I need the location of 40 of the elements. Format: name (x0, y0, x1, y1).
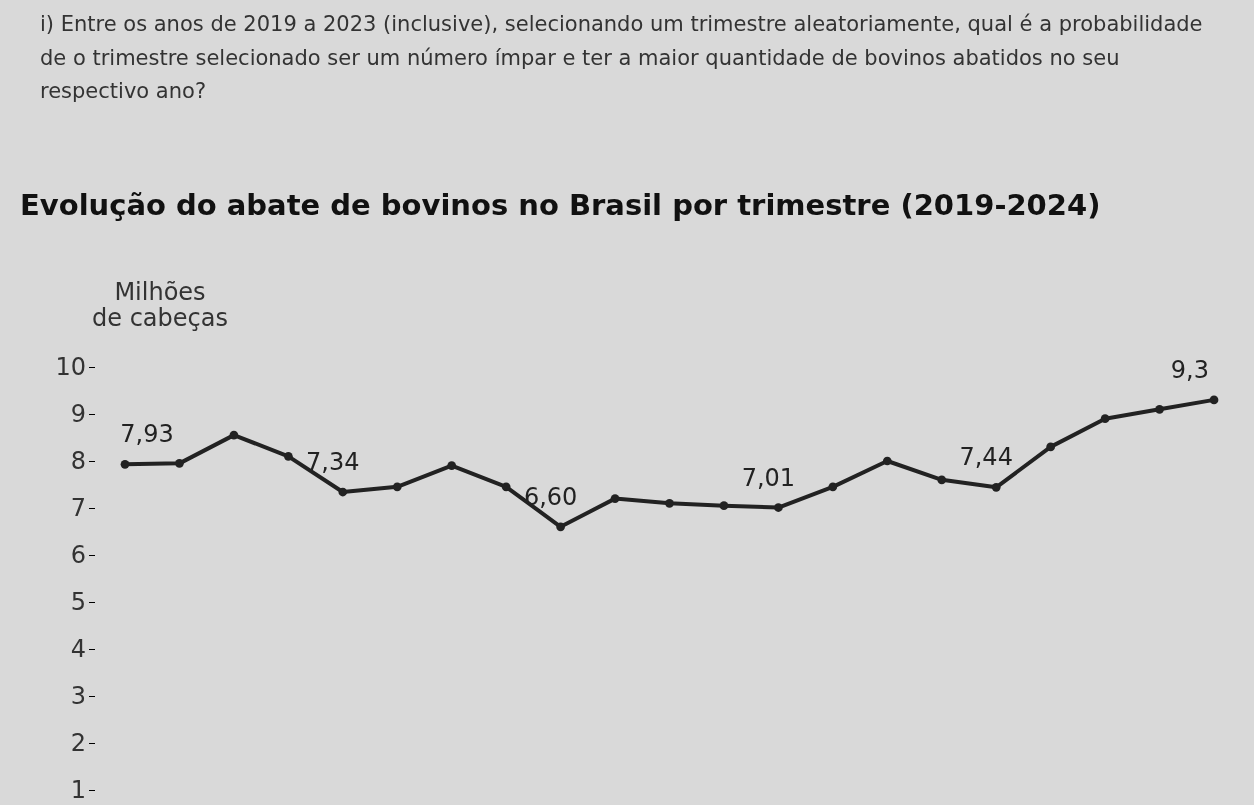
y-tick-label: 6 (70, 541, 86, 570)
data-label: 7,93 (120, 420, 174, 449)
point (1100, 414, 1110, 424)
data-label: 6,60 (523, 482, 578, 511)
point (338, 487, 348, 497)
point (1155, 404, 1164, 414)
y-tick-label: 5 (70, 588, 86, 617)
point (774, 503, 783, 512)
y-tick-label: 3 (70, 682, 86, 711)
y-tick-label: 7 (70, 494, 86, 523)
y-tick-label: 9 (70, 400, 86, 429)
point (1209, 395, 1219, 405)
point (937, 475, 947, 485)
point (175, 458, 184, 468)
point (392, 482, 402, 492)
chart-title: Evolução do abate de bovinos no Brasil por trimestre (2019-2024) (20, 188, 1101, 222)
y-tick-label: 8 (70, 447, 86, 476)
data-label: 7,01 (741, 463, 796, 492)
point (719, 501, 729, 511)
data-label: 7,44 (959, 443, 1013, 472)
y-axis-title: Milhões de cabeças (92, 278, 228, 332)
y-tick-label: 4 (70, 635, 86, 664)
data-label: 7,34 (306, 448, 360, 477)
y-tick-label: 1 (70, 776, 86, 805)
point (665, 498, 674, 508)
point (556, 522, 565, 532)
point (229, 430, 239, 440)
point (882, 456, 892, 466)
point (120, 459, 130, 469)
text: i) Entre os anos de 2019 a 2023 (inclusive), selecionando um trimestre aleatoriamente, qual é a probabilidade de o trimestre selecionado ser um número ímpar e ter a maior quantidade de bovinos abatidos no seu respectivo ano? (40, 11, 1204, 106)
point (283, 451, 293, 461)
point (610, 494, 620, 503)
point (447, 461, 457, 471)
point (991, 482, 1001, 492)
y-tick-label: 10 (55, 353, 86, 382)
point (501, 482, 511, 492)
data-label: 9,3 (1170, 355, 1209, 384)
y-tick-label: 2 (70, 729, 86, 758)
point (828, 482, 838, 492)
point (1046, 442, 1056, 452)
